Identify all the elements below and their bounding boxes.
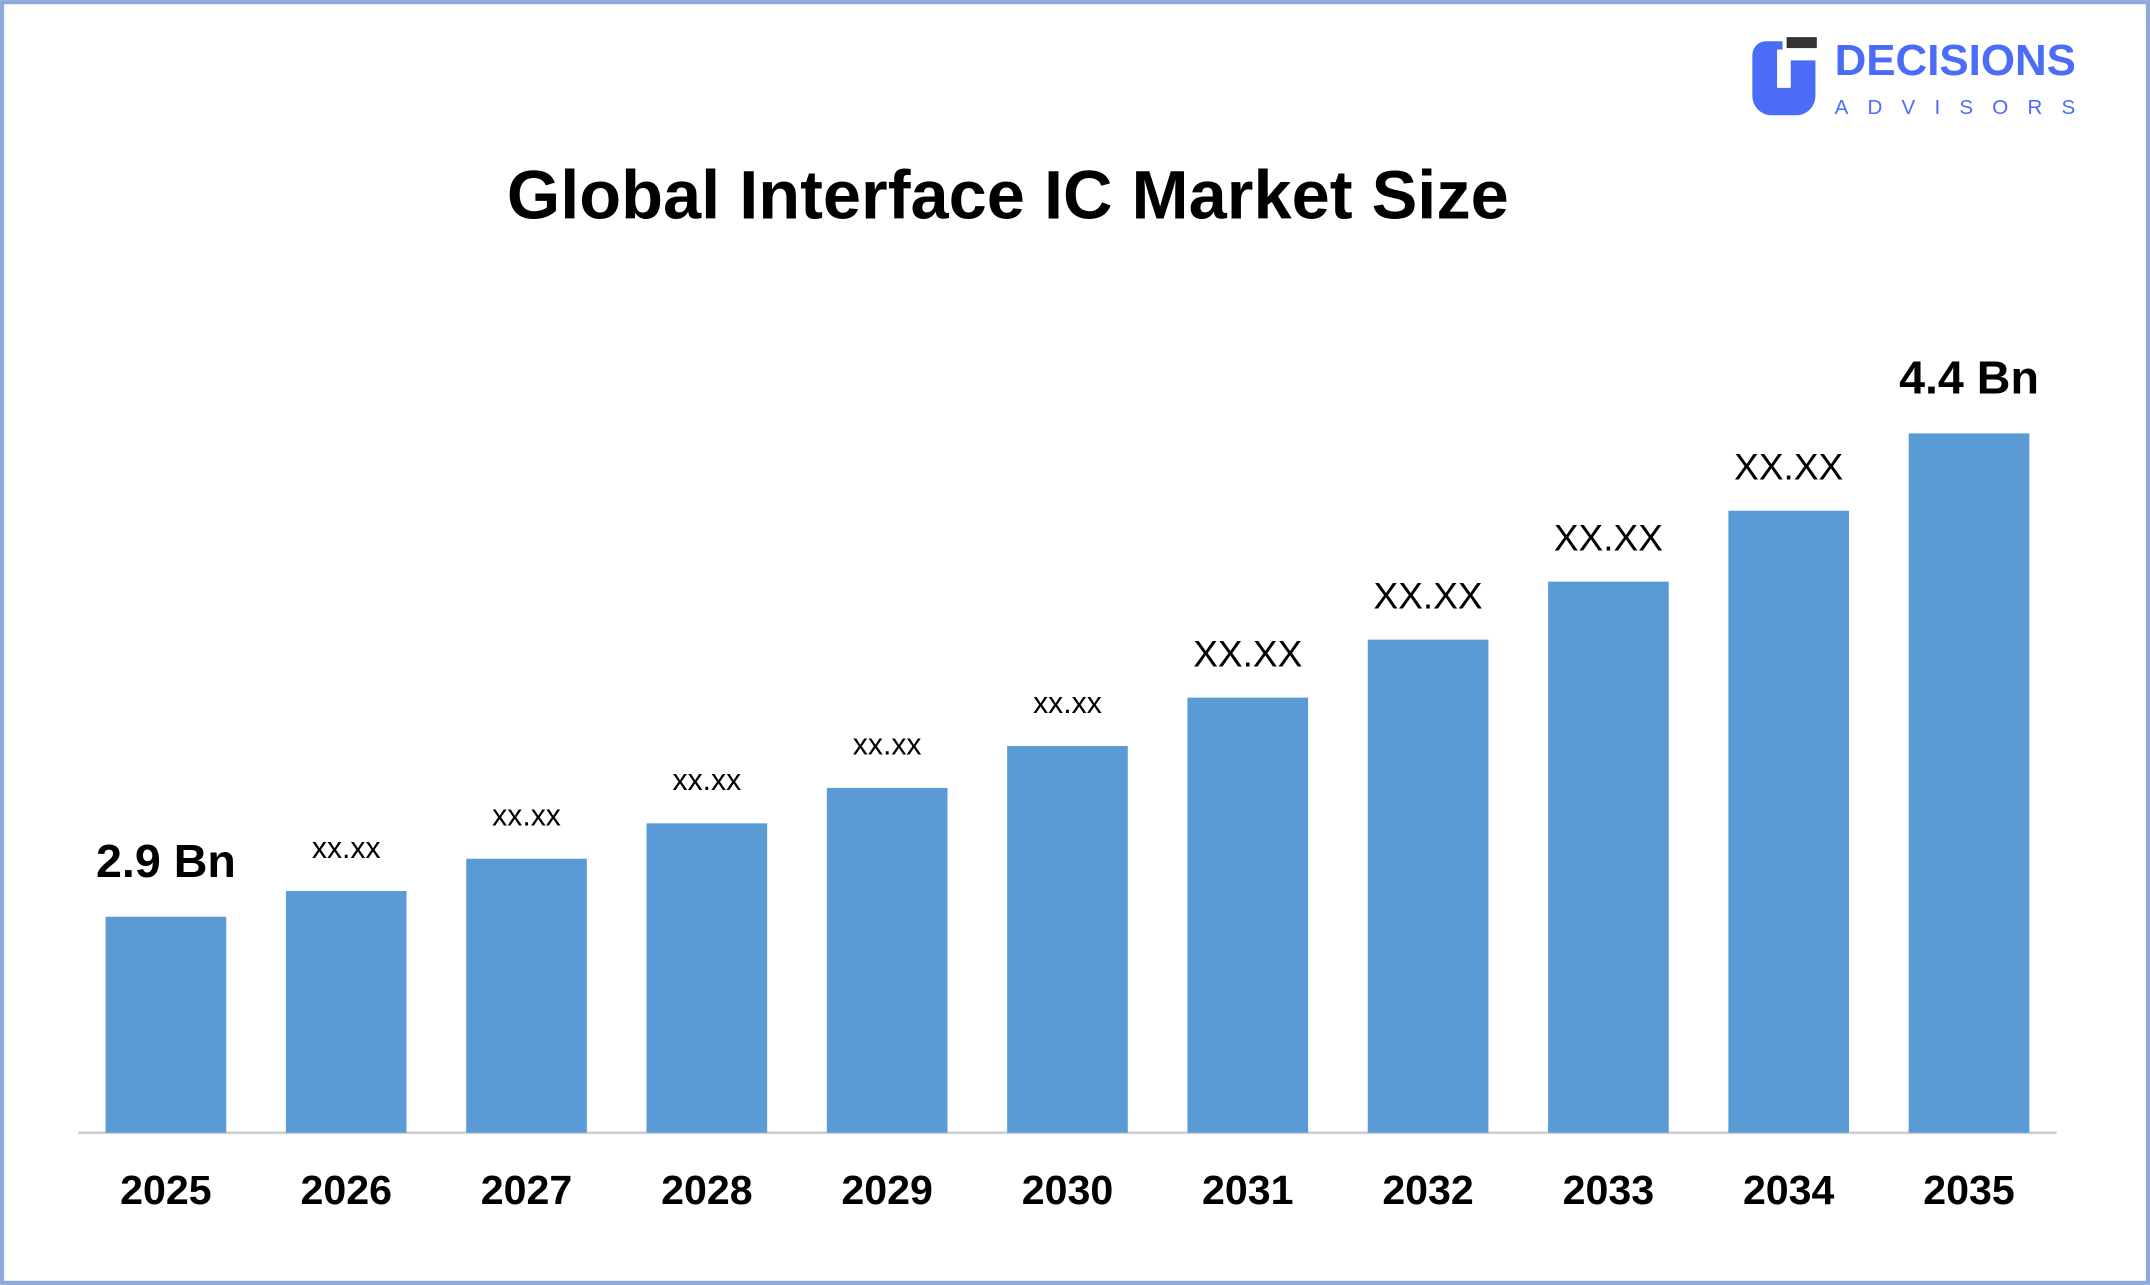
data-label: XX.XX: [1554, 516, 1663, 558]
logo: DECISIONS ADVISORS: [1752, 36, 2095, 119]
bar: [1548, 581, 1669, 1133]
data-label: XX.XX: [1193, 632, 1302, 674]
chart-title: Global Interface IC Market Size: [507, 156, 1509, 233]
x-tick-label: 2025: [120, 1167, 211, 1213]
data-label: 4.4 Bn: [1899, 352, 2039, 404]
x-tick-label: 2031: [1202, 1167, 1294, 1213]
bar: [285, 891, 407, 1133]
logo-icon-bar: [1786, 37, 1817, 49]
x-tick-label: 2028: [661, 1167, 753, 1213]
data-label: xx.xx: [492, 800, 561, 833]
data-label: xx.xx: [672, 764, 741, 797]
x-tick-label: 2030: [1022, 1167, 1114, 1213]
logo-tagline: ADVISORS: [1835, 96, 2095, 119]
x-tick-label: 2032: [1382, 1167, 1474, 1213]
x-tick-label: 2034: [1743, 1167, 1835, 1213]
bar: [826, 787, 948, 1133]
x-tick-label: 2027: [481, 1167, 573, 1213]
bar: [1187, 697, 1309, 1133]
bar: [1367, 639, 1489, 1133]
bar: [646, 823, 768, 1133]
data-label: xx.xx: [312, 832, 381, 865]
logo-name: DECISIONS: [1835, 36, 2076, 85]
data-label: xx.xx: [1033, 687, 1102, 720]
data-label: 2.9 Bn: [96, 835, 236, 887]
bar: [1908, 433, 2030, 1133]
x-tick-label: 2029: [841, 1167, 932, 1213]
x-tick-label: 2026: [300, 1167, 392, 1213]
x-tick-label: 2033: [1563, 1167, 1655, 1213]
x-tick-label: 2035: [1923, 1167, 2015, 1213]
data-label: XX.XX: [1374, 574, 1483, 616]
bar: [466, 858, 587, 1133]
data-label: xx.xx: [853, 729, 922, 762]
bar: [1728, 510, 1850, 1133]
bar: [105, 916, 227, 1133]
bar: [1007, 745, 1128, 1133]
logo-icon: [1752, 41, 1816, 116]
data-label: XX.XX: [1734, 445, 1843, 487]
